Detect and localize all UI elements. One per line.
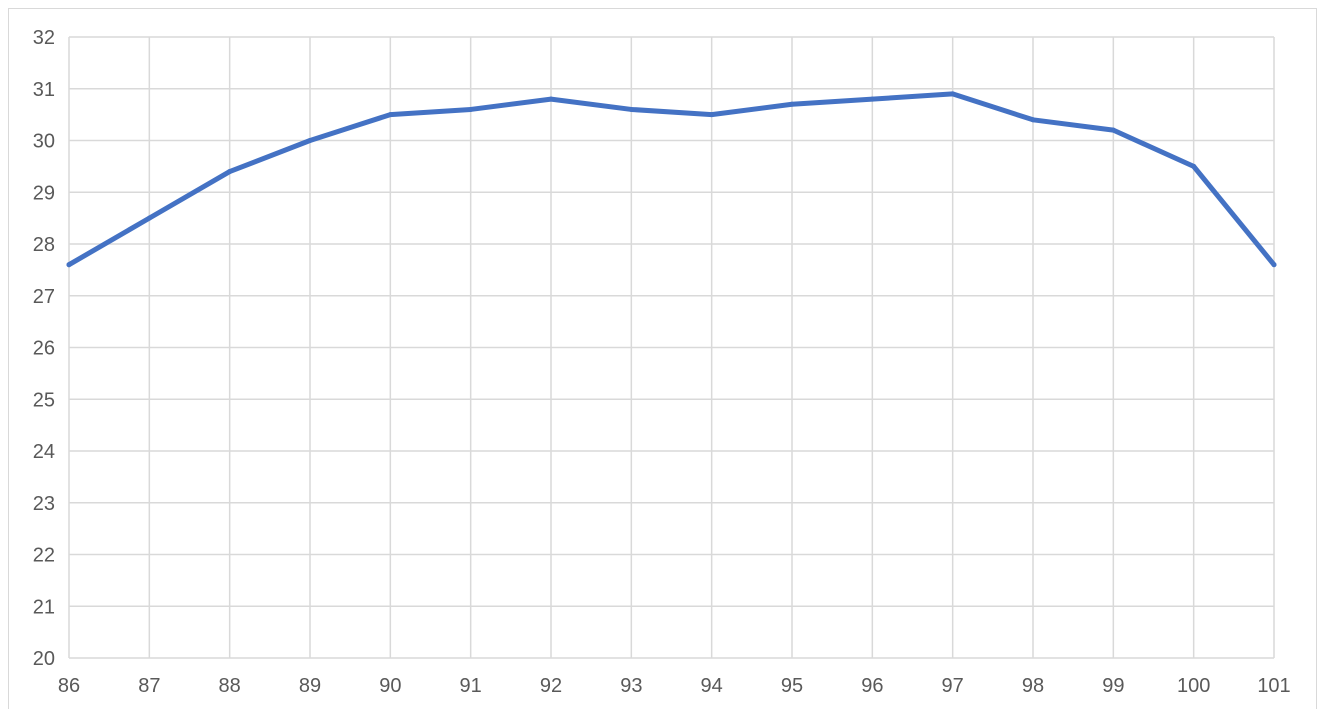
y-tick-label: 28: [33, 234, 55, 256]
y-tick-label: 31: [33, 79, 55, 101]
x-tick-label: 100: [1177, 675, 1210, 697]
x-tick-label: 91: [460, 675, 482, 697]
x-tick-label: 94: [701, 675, 723, 697]
x-axis-tick-labels: 86 87 88 89 90 91 92 93 94 95 96 97 98 99 100 101: [58, 675, 1291, 697]
y-tick-label: 29: [33, 182, 55, 204]
y-tick-label: 23: [33, 493, 55, 515]
data-point: [66, 262, 72, 268]
y-tick-label: 30: [33, 131, 55, 153]
y-tick-label: 20: [33, 648, 55, 670]
y-tick-label: 26: [33, 338, 55, 360]
x-tick-label: 96: [861, 675, 883, 697]
x-tick-label: 93: [620, 675, 642, 697]
y-tick-label: 32: [33, 27, 55, 49]
series-layer: [66, 91, 1277, 268]
y-tick-label: 24: [33, 441, 55, 463]
data-point: [869, 96, 875, 102]
data-point: [548, 96, 554, 102]
y-tick-label: 21: [33, 596, 55, 618]
x-tick-label: 99: [1102, 675, 1124, 697]
data-point: [1191, 163, 1197, 169]
x-tick-label: 86: [58, 675, 80, 697]
data-point: [1271, 262, 1277, 268]
x-tick-label: 95: [781, 675, 803, 697]
data-point: [227, 169, 233, 175]
series-line: [66, 91, 1277, 268]
data-point: [1030, 117, 1036, 123]
y-tick-label: 22: [33, 545, 55, 567]
data-point: [950, 91, 956, 97]
data-point: [1110, 127, 1116, 133]
y-axis-tick-labels: 20 21 22 23 24 25 26 27 28 29 30 31 32: [33, 27, 55, 670]
x-tick-label: 97: [942, 675, 964, 697]
data-point: [628, 106, 634, 112]
data-point: [387, 112, 393, 118]
data-point: [146, 215, 152, 221]
x-tick-label: 87: [138, 675, 160, 697]
y-tick-label: 25: [33, 389, 55, 411]
x-tick-label: 98: [1022, 675, 1044, 697]
horizontal-gridlines: [69, 36, 1274, 659]
x-tick-label: 89: [299, 675, 321, 697]
y-tick-label: 27: [33, 286, 55, 308]
data-point: [789, 101, 795, 107]
data-point: [307, 138, 313, 143]
x-tick-label: 92: [540, 675, 562, 697]
x-tick-label: 101: [1257, 675, 1290, 697]
data-point: [468, 106, 474, 112]
x-tick-label: 90: [379, 675, 401, 697]
data-point: [709, 112, 715, 118]
x-tick-label: 88: [219, 675, 241, 697]
chart-frame: [8, 8, 1317, 709]
